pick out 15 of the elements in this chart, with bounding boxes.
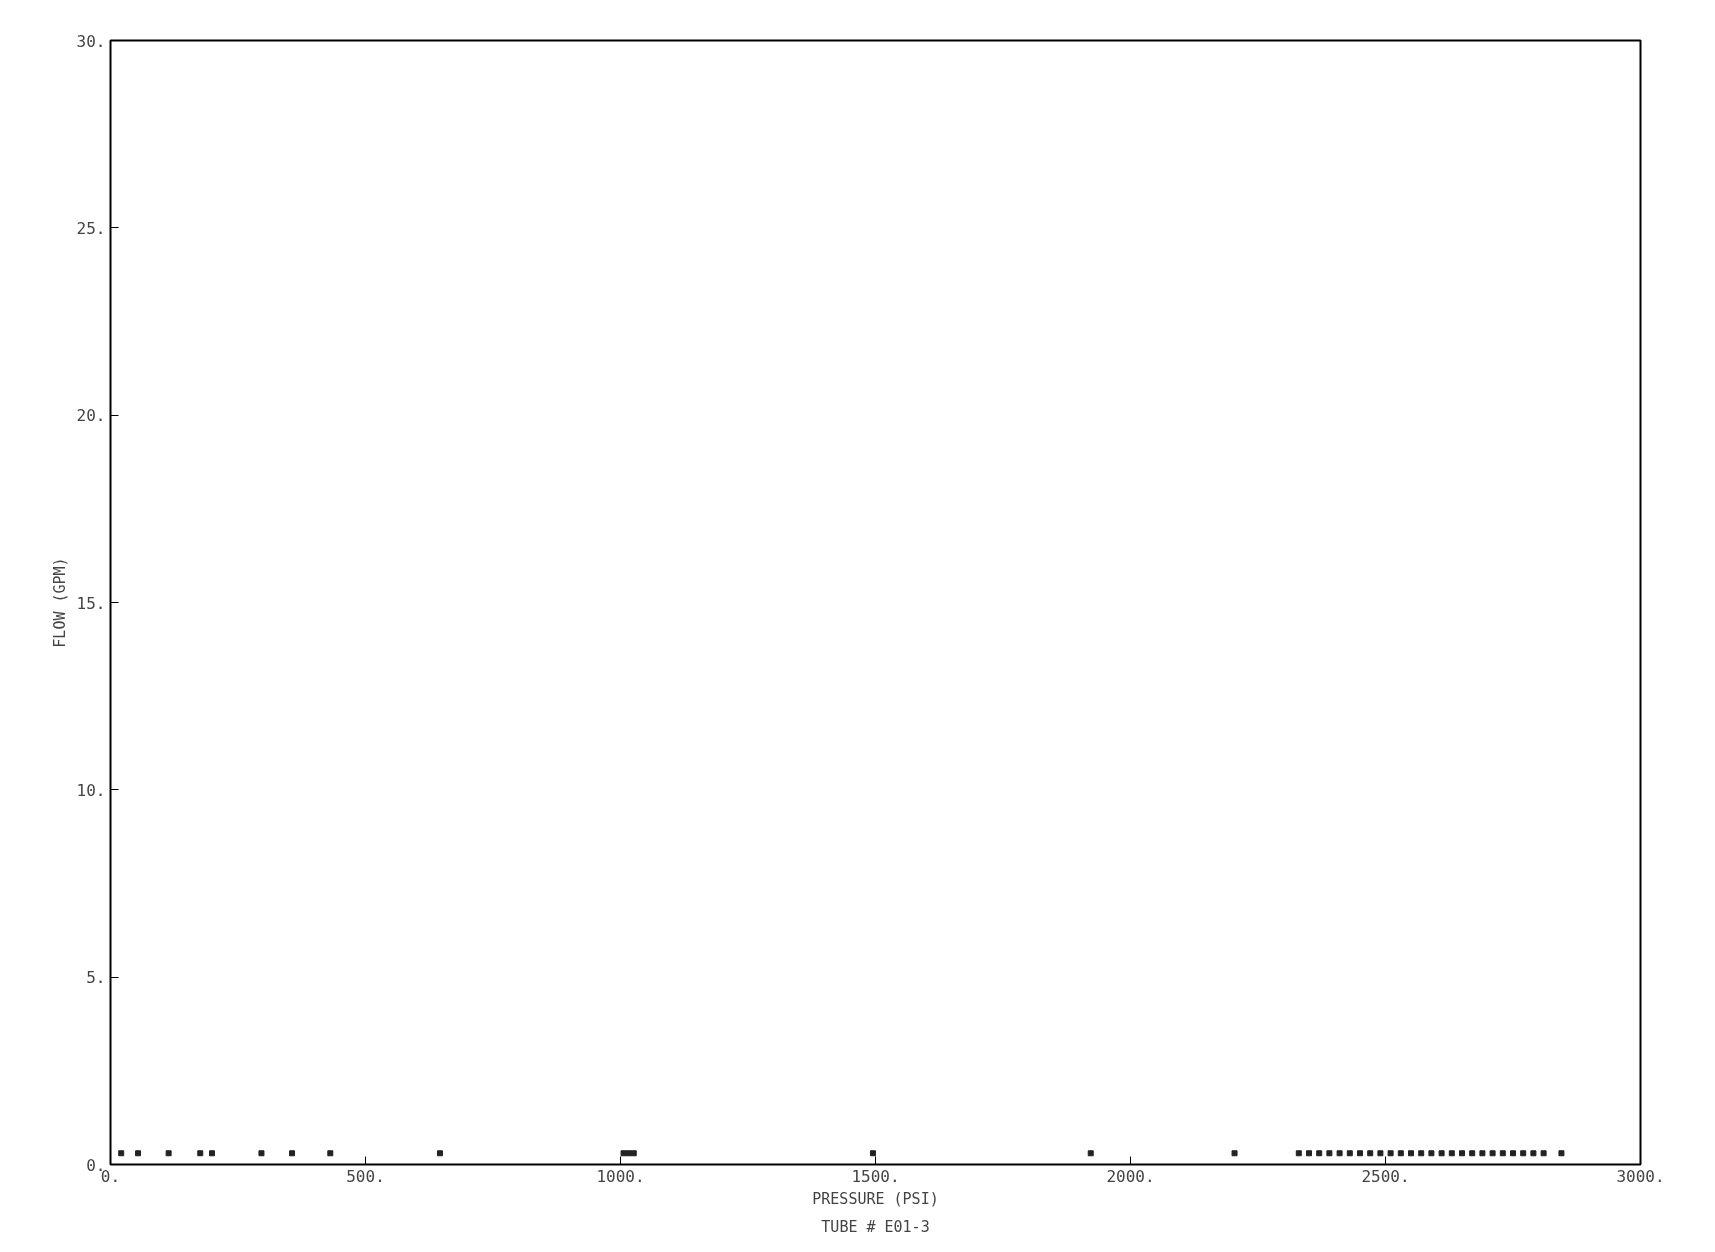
- y-tick-label: 20.: [76, 406, 106, 426]
- x-tick-label: 2500.: [1361, 1166, 1410, 1186]
- x-tick-label: 3000.: [1616, 1166, 1665, 1186]
- y-tick-label: 30.: [76, 31, 106, 51]
- y-tick-label: 5.: [86, 968, 106, 988]
- y-axis-title: FLOW (GPM): [50, 557, 69, 648]
- text: TUBE # E01-3: [821, 1217, 930, 1236]
- y-tick-label: 10.: [76, 780, 106, 800]
- y-tick-label: 25.: [76, 218, 106, 238]
- x-axis-title: PRESSURE (PSI): [812, 1189, 939, 1208]
- x-tick-label: 500.: [346, 1166, 385, 1186]
- x-tick-label: 1000.: [596, 1166, 645, 1186]
- x-tick-label: 2000.: [1106, 1166, 1155, 1186]
- y-tick-label: 15.: [76, 593, 106, 613]
- x-tick-label: 1500.: [851, 1166, 900, 1186]
